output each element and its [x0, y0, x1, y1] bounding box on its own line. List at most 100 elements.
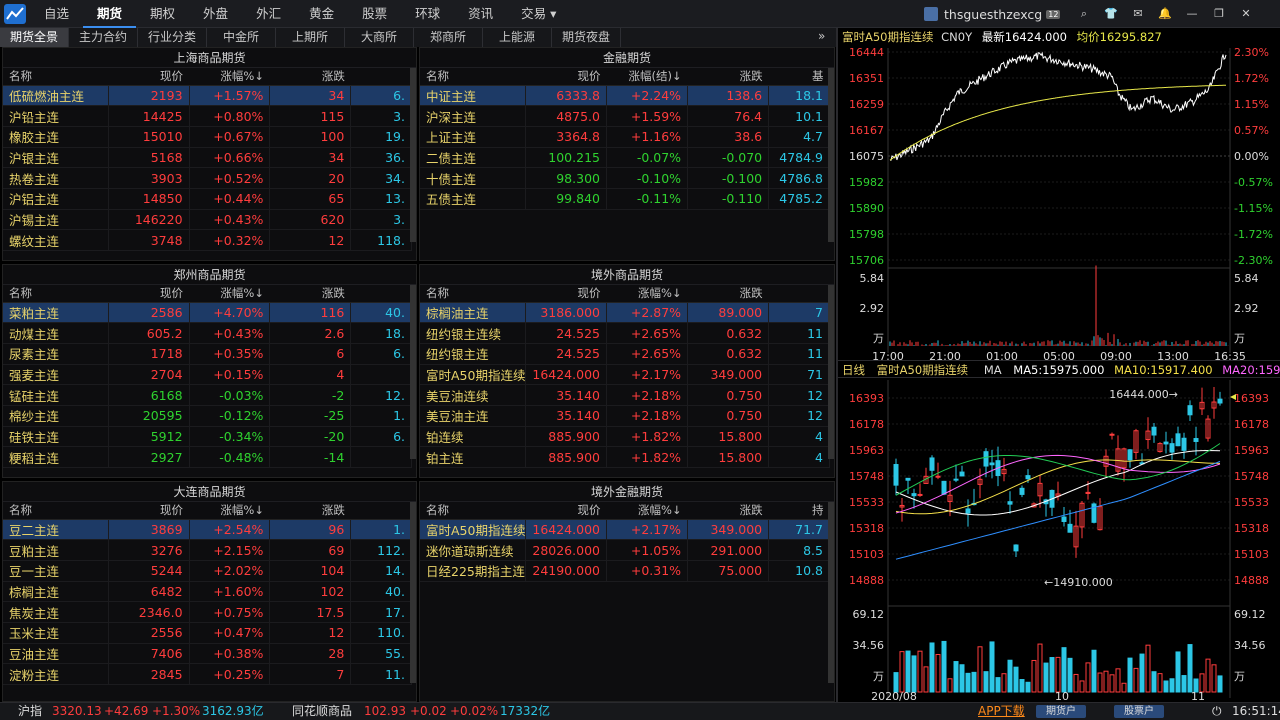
table-row[interactable]: 中证主连 6333.8 +2.24% 138.6 18.1 [420, 85, 830, 107]
table-row[interactable]: 沪铅主连 14425 +0.80% 115 3. [3, 105, 412, 127]
table-row[interactable]: 豆油主连 7406 +0.38% 28 55. [3, 643, 412, 665]
table-row[interactable]: 螺纹主连 3748 +0.32% 12 118. [3, 229, 412, 251]
table-row[interactable]: 铂连续 885.900 +1.82% 15.800 4 [420, 426, 830, 448]
minimize-icon[interactable]: — [1186, 7, 1198, 20]
search-icon[interactable]: ⌕ [1080, 7, 1088, 20]
table-row[interactable]: 棉纱主连 20595 -0.12% -25 1. [3, 405, 412, 427]
subtab-2[interactable]: 行业分类 [138, 28, 207, 47]
table-row[interactable]: 美豆油主连 35.140 +2.18% 0.750 12 [420, 405, 830, 427]
panel-scrollbar[interactable] [410, 68, 416, 242]
table-row[interactable]: 日经225期指主连 24190.000 +0.31% 75.000 10.8 [420, 560, 830, 582]
table-row[interactable]: 强麦主连 2704 +0.15% 4 [3, 364, 412, 386]
subtab-1[interactable]: 主力合约 [69, 28, 138, 47]
column-header[interactable]: 名称 [3, 502, 109, 520]
shirt-icon[interactable]: 👕 [1104, 7, 1118, 20]
table-row[interactable]: 二债主连 100.215 -0.07% -0.070 4784.9 [420, 147, 830, 169]
column-header[interactable]: 现价 [525, 285, 607, 303]
idx1-name[interactable]: 沪指 [18, 704, 43, 718]
column-header[interactable]: 名称 [3, 285, 109, 303]
subtab-3[interactable]: 中金所 [207, 28, 276, 47]
column-header[interactable]: 涨幅%↓ [189, 68, 270, 86]
table-row[interactable]: 上证主连 3364.8 +1.16% 38.6 4.7 [420, 126, 830, 148]
table-row[interactable]: 棕榈油主连 3186.000 +2.87% 89.000 7 [420, 302, 830, 324]
column-header[interactable]: 涨幅%↓ [606, 502, 688, 520]
panel-scrollbar[interactable] [828, 502, 834, 683]
subtab-7[interactable]: 上能源 [483, 28, 552, 47]
table-row[interactable]: 菜粕主连 2586 +4.70% 116 40. [3, 302, 412, 324]
nav-item-1[interactable]: 期货 [83, 0, 137, 28]
stock-account-button[interactable]: 股票户 [1114, 705, 1164, 718]
column-header[interactable]: 涨幅(结)↓ [606, 68, 688, 86]
subtab-8[interactable]: 期货夜盘 [552, 28, 621, 47]
subtab-4[interactable]: 上期所 [276, 28, 345, 47]
column-header[interactable]: 涨跌 [269, 68, 351, 86]
table-row[interactable]: 富时A50期指连续 16424.000 +2.17% 349.000 71 [420, 364, 830, 386]
nav-item-5[interactable]: 黄金 [309, 6, 335, 21]
table-row[interactable]: 棕榈主连 6482 +1.60% 102 40. [3, 581, 412, 603]
column-header[interactable]: 现价 [108, 285, 190, 303]
table-row[interactable]: 沪铝主连 14850 +0.44% 65 13. [3, 188, 412, 210]
user-box[interactable]: thsguesthzexcg 12 [924, 5, 1061, 23]
chart-canvas[interactable]: 16444 2.30% 16351 1.72% 16259 1.15% 16167 0.57%… [838, 28, 1280, 704]
table-row[interactable]: 沪深主连 4875.0 +1.59% 76.4 10.1 [420, 105, 830, 127]
column-header[interactable]: 涨幅%↓ [189, 502, 270, 520]
nav-item-4[interactable]: 外汇 [256, 6, 282, 21]
column-header[interactable] [350, 285, 412, 303]
subtab-0[interactable]: 期货全景 [0, 28, 69, 47]
column-header[interactable]: 名称 [420, 68, 526, 86]
bell-icon[interactable]: 🔔 [1158, 7, 1172, 20]
panel-scrollbar[interactable] [410, 502, 416, 683]
table-row[interactable]: 豆一主连 5244 +2.02% 104 14. [3, 560, 412, 582]
column-header[interactable]: 涨跌 [269, 502, 351, 520]
panel-scrollbar[interactable] [410, 285, 416, 459]
futures-account-button[interactable]: 期货户 [1036, 705, 1086, 718]
kline-ma-label[interactable]: MA [983, 363, 1002, 377]
restore-icon[interactable]: ❐ [1214, 7, 1224, 20]
table-row[interactable]: 豆粕主连 3276 +2.15% 69 112. [3, 539, 412, 561]
column-header[interactable]: 涨跌 [687, 502, 769, 520]
table-row[interactable]: 沪锡主连 146220 +0.43% 620 3. [3, 209, 412, 231]
table-row[interactable]: 五债主连 99.840 -0.11% -0.110 4785.2 [420, 188, 830, 210]
column-header[interactable]: 现价 [108, 502, 190, 520]
column-header[interactable]: 名称 [3, 68, 109, 86]
column-header[interactable]: 涨幅%↓ [606, 285, 688, 303]
table-row[interactable]: 铂主连 885.900 +1.82% 15.800 4 [420, 446, 830, 468]
app-download-link[interactable]: APP下载 [978, 704, 1025, 718]
panel-scrollbar[interactable] [828, 285, 834, 459]
table-row[interactable]: 美豆油连续 35.140 +2.18% 0.750 12 [420, 384, 830, 406]
column-header[interactable]: 现价 [525, 502, 607, 520]
close-icon[interactable]: ✕ [1241, 7, 1251, 20]
column-header[interactable]: 涨跌 [269, 285, 351, 303]
column-header[interactable]: 现价 [108, 68, 190, 86]
column-header[interactable]: 涨跌 [687, 68, 769, 86]
column-header[interactable]: 名称 [420, 285, 526, 303]
nav-item-7[interactable]: 环球 [415, 6, 441, 21]
table-row[interactable]: 尿素主连 1718 +0.35% 6 6. [3, 343, 412, 365]
column-header[interactable]: 现价 [525, 68, 607, 86]
mail-icon[interactable]: ✉ [1133, 7, 1143, 20]
table-row[interactable]: 玉米主连 2556 +0.47% 12 110. [3, 622, 412, 644]
table-row[interactable]: 橡胶主连 15010 +0.67% 100 19. [3, 126, 412, 148]
table-row[interactable]: 粳稻主连 2927 -0.48% -14 [3, 446, 412, 468]
subtabs-more-icon[interactable]: » [818, 29, 826, 43]
column-header[interactable] [350, 68, 412, 86]
table-row[interactable]: 豆二主连 3869 +2.54% 96 1. [3, 519, 412, 541]
nav-item-3[interactable]: 外盘 [203, 6, 229, 21]
column-header[interactable]: 持 [768, 502, 830, 520]
table-row[interactable]: 动煤主连 605.2 +0.43% 2.6 18. [3, 322, 412, 344]
table-row[interactable]: 焦炭主连 2346.0 +0.75% 17.5 17. [3, 601, 412, 623]
panel-scrollbar[interactable] [828, 68, 834, 242]
subtab-6[interactable]: 郑商所 [414, 28, 483, 47]
column-header[interactable] [350, 502, 412, 520]
nav-item-8[interactable]: 资讯 [468, 6, 494, 21]
table-row[interactable]: 纽约银主连 24.525 +2.65% 0.632 11 [420, 343, 830, 365]
table-row[interactable]: 十债主连 98.300 -0.10% -0.100 4786.8 [420, 167, 830, 189]
table-row[interactable]: 低硫燃油主连 2193 +1.57% 34 6. [3, 85, 412, 107]
nav-item-9[interactable]: 交易 ▾ [521, 6, 557, 21]
nav-item-6[interactable]: 股票 [362, 6, 388, 21]
column-header[interactable]: 基 [768, 68, 830, 86]
table-row[interactable]: 富时A50期指连续 16424.000 +2.17% 349.000 71.7 [420, 519, 830, 541]
table-row[interactable]: 硅铁主连 5912 -0.34% -20 6. [3, 426, 412, 448]
table-row[interactable]: 纽约银主连续 24.525 +2.65% 0.632 11 [420, 322, 830, 344]
idx2-name[interactable]: 同花顺商品 [292, 704, 353, 718]
